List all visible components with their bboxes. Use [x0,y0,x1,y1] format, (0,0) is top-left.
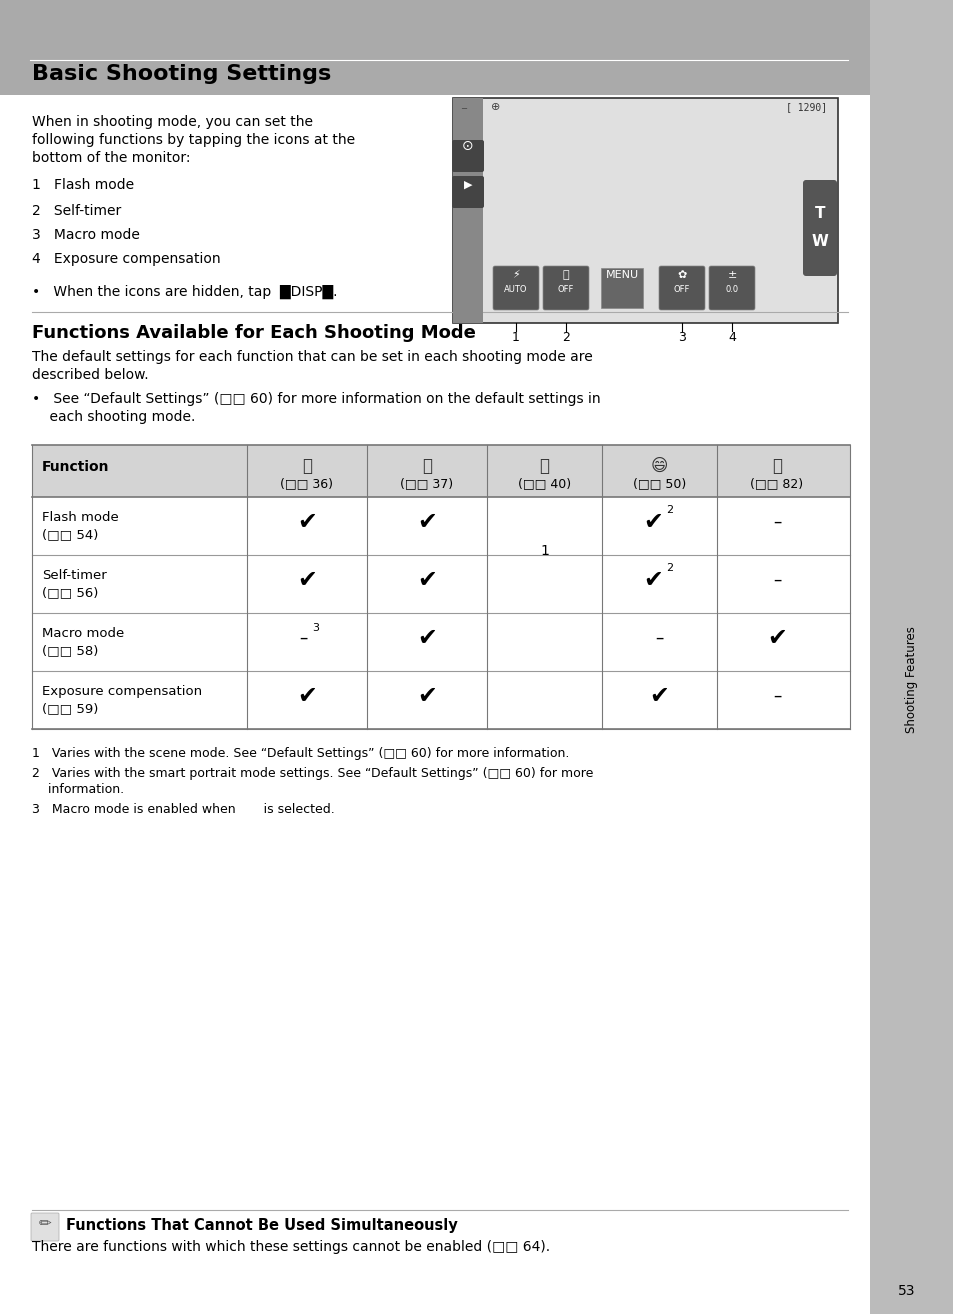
Text: ─: ─ [460,102,465,112]
Text: W: W [811,234,827,248]
Text: information.: information. [32,783,124,796]
Text: ✿: ✿ [677,269,686,280]
Text: When in shooting mode, you can set the: When in shooting mode, you can set the [32,116,313,129]
Text: ✔: ✔ [649,685,669,708]
Text: Flash mode: Flash mode [42,511,118,524]
FancyBboxPatch shape [708,265,754,310]
Text: 3: 3 [313,623,319,633]
Text: ±: ± [726,269,736,280]
Text: 1: 1 [512,331,519,344]
Text: ✔: ✔ [416,685,436,708]
Text: –: – [772,572,781,589]
Text: ✔: ✔ [296,685,316,708]
Text: •   See “Default Settings” (□□ 60) for more information on the default settings : • See “Default Settings” (□□ 60) for mor… [32,392,600,406]
Text: OFF: OFF [673,285,689,294]
Text: 53: 53 [898,1284,915,1298]
Text: (□□ 82): (□□ 82) [750,477,802,490]
Text: Functions Available for Each Shooting Mode: Functions Available for Each Shooting Mo… [32,325,476,342]
Text: ⏱: ⏱ [562,269,569,280]
Text: 1   Flash mode: 1 Flash mode [32,177,134,192]
FancyBboxPatch shape [453,99,482,323]
Text: T: T [814,206,824,221]
Text: 4: 4 [727,331,735,344]
Text: 😄: 😄 [650,457,667,474]
Text: ✔: ✔ [643,568,662,593]
Text: ✔: ✔ [296,510,316,533]
Text: ✔: ✔ [416,510,436,533]
FancyBboxPatch shape [452,176,483,208]
Text: 🎬: 🎬 [771,457,781,474]
FancyBboxPatch shape [659,265,704,310]
Text: AUTO: AUTO [504,285,527,294]
Text: (□□ 37): (□□ 37) [400,477,453,490]
Text: 2   Varies with the smart portrait mode settings. See “Default Settings” (□□ 60): 2 Varies with the smart portrait mode se… [32,767,593,781]
Text: Exposure compensation: Exposure compensation [42,685,202,698]
Text: 3   Macro mode: 3 Macro mode [32,229,140,242]
Text: MENU: MENU [605,269,638,280]
Text: ✔: ✔ [766,625,786,650]
FancyBboxPatch shape [542,265,588,310]
Text: •   When the icons are hidden, tap  █DISP█.: • When the icons are hidden, tap █DISP█. [32,285,337,300]
FancyBboxPatch shape [493,265,538,310]
FancyBboxPatch shape [453,99,837,323]
Text: ✔: ✔ [643,510,662,533]
Text: 2: 2 [665,505,673,515]
FancyBboxPatch shape [600,268,642,307]
Text: (□□ 54): (□□ 54) [42,528,98,541]
Text: (□□ 56): (□□ 56) [42,586,98,599]
Text: Functions That Cannot Be Used Simultaneously: Functions That Cannot Be Used Simultaneo… [66,1218,457,1233]
Text: ⚡: ⚡ [512,269,519,280]
Text: ✏: ✏ [38,1215,51,1231]
Text: 3: 3 [678,331,685,344]
Text: ✔: ✔ [416,568,436,593]
Text: (□□ 36): (□□ 36) [280,477,334,490]
Text: Basic Shooting Settings: Basic Shooting Settings [32,64,331,84]
Text: 2: 2 [665,562,673,573]
Text: following functions by tapping the icons at the: following functions by tapping the icons… [32,133,355,147]
Text: 4   Exposure compensation: 4 Exposure compensation [32,252,220,265]
Text: 2: 2 [561,331,569,344]
Text: bottom of the monitor:: bottom of the monitor: [32,151,191,166]
Text: –: – [772,512,781,531]
Text: 2   Self-timer: 2 Self-timer [32,204,121,218]
Text: (□□ 50): (□□ 50) [632,477,685,490]
Text: 1: 1 [539,544,548,558]
Text: each shooting mode.: each shooting mode. [32,410,195,424]
Text: –: – [298,629,307,646]
FancyBboxPatch shape [32,445,849,497]
Text: –: – [655,629,663,646]
Text: Shooting Features: Shooting Features [904,627,918,733]
Text: 1   Varies with the scene mode. See “Default Settings” (□□ 60) for more informat: 1 Varies with the scene mode. See “Defau… [32,746,569,759]
Text: The default settings for each function that can be set in each shooting mode are: The default settings for each function t… [32,350,592,364]
Text: 0.0: 0.0 [724,285,738,294]
Text: (□□ 59): (□□ 59) [42,702,98,715]
Text: Macro mode: Macro mode [42,627,124,640]
Text: ▶: ▶ [463,180,472,191]
Text: 3   Macro mode is enabled when       is selected.: 3 Macro mode is enabled when is selected… [32,803,335,816]
Text: ✔: ✔ [296,568,316,593]
Text: ⊕: ⊕ [491,102,500,112]
Text: (□□ 58): (□□ 58) [42,644,98,657]
FancyBboxPatch shape [452,141,483,172]
Text: Self-timer: Self-timer [42,569,107,582]
Text: OFF: OFF [558,285,574,294]
Text: –: – [772,687,781,706]
Text: Function: Function [42,460,110,474]
Text: described below.: described below. [32,368,149,382]
FancyBboxPatch shape [0,0,869,95]
Text: ⊙: ⊙ [461,139,474,152]
Text: ✔: ✔ [416,625,436,650]
Text: 🎥: 🎥 [302,457,312,474]
Text: 📷: 📷 [421,457,432,474]
FancyBboxPatch shape [802,180,836,276]
Text: There are functions with which these settings cannot be enabled (□□ 64).: There are functions with which these set… [32,1240,550,1254]
Text: [ 1290]: [ 1290] [785,102,826,112]
FancyBboxPatch shape [869,0,953,1314]
FancyBboxPatch shape [30,1213,59,1240]
Text: (□□ 40): (□□ 40) [517,477,571,490]
Text: 🎞: 🎞 [539,457,549,474]
